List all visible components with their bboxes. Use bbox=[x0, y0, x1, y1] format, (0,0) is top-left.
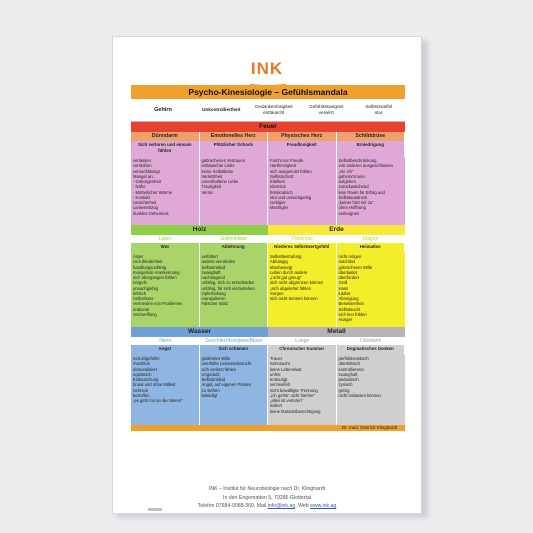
footer: INK – Institut für Neurobiologie nach Dr… bbox=[113, 485, 421, 511]
author-strip: Dr. med. Dietrich Klinghardt bbox=[131, 425, 405, 431]
emotion-list: Furcht vor Freude Hartherzigkeit sich au… bbox=[268, 157, 337, 225]
holz-erde-bands: Holz Erde bbox=[131, 225, 405, 235]
holz-erde-lists: Ärger Unzufriedenheit handlungsunfähig m… bbox=[131, 253, 405, 327]
feuer-organs: Dünndarm Emotionelles Herz Physisches He… bbox=[131, 132, 405, 141]
emotion-heading: Erniedrigung bbox=[337, 141, 405, 157]
emotion-heading: Wut bbox=[131, 243, 200, 253]
feuer-subheads: Sich verloren und einsam fühlen Plötzlic… bbox=[131, 141, 405, 157]
emotion-list: verbittert andere verurteilen Selbstmitl… bbox=[199, 253, 268, 327]
emotion-heading: Freudlosigkeit bbox=[268, 141, 337, 157]
wasser-metall-bands: Wasser Metall bbox=[131, 327, 405, 337]
mandala-sheet: Psycho-Kinesiologie – Gefühlsmandala Geh… bbox=[131, 85, 405, 461]
emotion-list: nicht mögen machtlos gebrochener Wille ü… bbox=[336, 253, 405, 327]
footer-web-prefix: , Web bbox=[295, 503, 309, 509]
emotion-list: Ärger Unzufriedenheit handlungsunfähig m… bbox=[131, 253, 200, 327]
organ-label: Dünndarm bbox=[131, 132, 200, 141]
wasser-band: Wasser bbox=[131, 327, 268, 337]
emotion-list: Selbstbeschränkung von anderen ausgeschl… bbox=[338, 158, 393, 216]
sheet-title: Psycho-Kinesiologie – Gefühlsmandala bbox=[131, 85, 405, 99]
holz-band: Holz bbox=[131, 225, 268, 235]
metall-band: Metall bbox=[268, 327, 405, 337]
footer-institute: INK – Institut für Neurobiologie nach Dr… bbox=[208, 486, 326, 492]
gehirn-label: Gehirn bbox=[154, 106, 172, 113]
header-col: Gefühlsstwegnet verwirrt bbox=[309, 104, 344, 115]
emotion-list: verlassen verstoßen vernachlässigt Mange… bbox=[131, 157, 200, 225]
feuer-band: Feuer bbox=[131, 122, 405, 132]
header-col: Selbstzweifel stur bbox=[365, 104, 393, 115]
emotion-heading: Heimatlos bbox=[336, 243, 405, 253]
organ-label: Gallenblase bbox=[199, 235, 268, 244]
emotion-list: Schuldgefühle machtlos demoralisiert ego… bbox=[131, 355, 200, 425]
footer-phone: Telefon 07684-9088-360, Mail bbox=[197, 503, 267, 509]
wasser-metall-subheads: Angst Sich schämen Chronischer Kummer Do… bbox=[131, 345, 405, 355]
gehirn-header: Gehirn Unkontrolliertheit Gedankenlosigk… bbox=[131, 99, 405, 122]
holz-erde-organs: Leber Gallenblase Pankreas Magen bbox=[131, 235, 405, 244]
header-col: Gedankenlosigkeit enttäuscht bbox=[254, 104, 293, 115]
emotion-heading: Dogmatisches Denken bbox=[336, 345, 405, 355]
wasser-metall-organs: Niere Geschlechtsorgane/Blase Lunge Dick… bbox=[131, 337, 405, 345]
organ-label: Magen bbox=[336, 235, 405, 244]
emotion-heading: Ablehnung bbox=[199, 243, 268, 253]
emotion-heading: Plötzlicher Schock bbox=[200, 141, 268, 157]
organ-label: Geschlechtsorgane/Blase bbox=[205, 338, 263, 344]
mail-link[interactable]: info@ink.ag bbox=[267, 503, 296, 509]
emotion-list: gelähmter Wille unerfüllte Liebessehnsuc… bbox=[199, 355, 268, 425]
organ-label: Physisches Herz bbox=[268, 132, 337, 141]
emotion-list: gebrochenes Vertrauen enttäuschte Liebe … bbox=[200, 157, 268, 225]
organ-label: Leber bbox=[131, 235, 200, 244]
ink-logo: INK bbox=[250, 59, 284, 78]
emotion-heading: Niederes Selbstwertgefühl bbox=[268, 243, 337, 253]
emotion-list: perfektionistisch überkritisch kontrolli… bbox=[336, 355, 405, 425]
stand-clip bbox=[148, 508, 162, 511]
organ-label: Niere bbox=[159, 338, 172, 344]
header-col: Unkontrolliertheit bbox=[202, 107, 241, 113]
wasser-metall-lists: Schuldgefühle machtlos demoralisiert ego… bbox=[131, 355, 405, 425]
feuer-lists: verlassen verstoßen vernachlässigt Mange… bbox=[131, 157, 405, 225]
erde-band: Erde bbox=[268, 225, 405, 235]
emotion-heading: Chronischer Kummer bbox=[268, 345, 337, 355]
mandala-card: INK Psycho-Kinesiologie – Gefühlsmandala… bbox=[112, 36, 422, 514]
emotion-list: Selbstbestrafung Abhängig überbesorgt Le… bbox=[268, 253, 337, 327]
emotion-heading: Sich schämen bbox=[199, 345, 268, 355]
emotion-heading: Sich verloren und einsam fühlen bbox=[131, 141, 200, 157]
organ-label: Emotionelles Herz bbox=[200, 132, 268, 141]
organ-label: Schilddrüse bbox=[337, 132, 405, 141]
organ-label: Pankreas bbox=[268, 235, 337, 244]
footer-address: In den Engematten 5, 79286 Glottertal bbox=[223, 494, 311, 501]
emotion-heading: Angst bbox=[131, 345, 200, 355]
footer-contact: Telefon 07684-9088-360, Mail info@ink.ag… bbox=[113, 502, 421, 511]
emotion-list: Trauer Sehnsucht keine Lebenslust unfrei… bbox=[268, 355, 337, 425]
holz-erde-subheads: Wut Ablehnung Niederes Selbstwertgefühl … bbox=[131, 243, 405, 253]
web-link[interactable]: www.ink.ag bbox=[310, 503, 337, 509]
organ-label: Lunge bbox=[295, 338, 310, 344]
organ-label: Dickdarm bbox=[360, 338, 382, 344]
